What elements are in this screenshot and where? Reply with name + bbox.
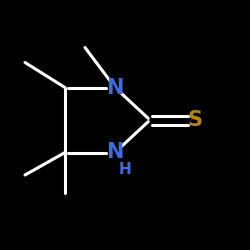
Text: S: S — [188, 110, 202, 130]
Text: H: H — [119, 162, 132, 178]
Text: N: N — [106, 142, 124, 163]
Text: N: N — [106, 78, 124, 98]
